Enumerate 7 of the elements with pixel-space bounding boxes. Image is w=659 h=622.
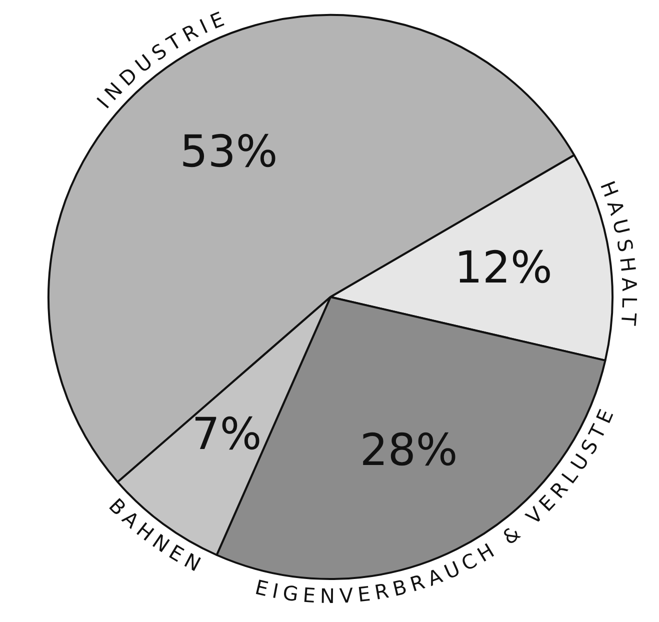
slice-label: BAHNEN — [104, 494, 205, 576]
data-label: 7% — [192, 409, 262, 460]
data-label: 28% — [360, 424, 458, 476]
data-label: 12% — [454, 242, 552, 294]
category-label: INDUSTRIE — [92, 6, 228, 114]
slice-label: HAUSHALT — [595, 178, 642, 327]
data-label: 53% — [180, 126, 278, 178]
